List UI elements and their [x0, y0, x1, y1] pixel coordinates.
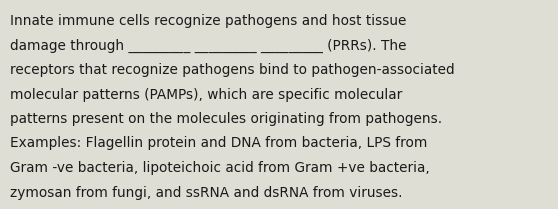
Text: Innate immune cells recognize pathogens and host tissue: Innate immune cells recognize pathogens … [10, 14, 406, 28]
Text: molecular patterns (PAMPs), which are specific molecular: molecular patterns (PAMPs), which are sp… [10, 88, 402, 102]
Text: zymosan from fungi, and ssRNA and dsRNA from viruses.: zymosan from fungi, and ssRNA and dsRNA … [10, 186, 402, 200]
Text: receptors that recognize pathogens bind to pathogen-associated: receptors that recognize pathogens bind … [10, 63, 455, 77]
Text: patterns present on the molecules originating from pathogens.: patterns present on the molecules origin… [10, 112, 442, 126]
Text: damage through _________ _________ _________ (PRRs). The: damage through _________ _________ _____… [10, 38, 406, 53]
Text: Gram -ve bacteria, lipoteichoic acid from Gram +ve bacteria,: Gram -ve bacteria, lipoteichoic acid fro… [10, 161, 430, 175]
Text: Examples: Flagellin protein and DNA from bacteria, LPS from: Examples: Flagellin protein and DNA from… [10, 136, 427, 150]
